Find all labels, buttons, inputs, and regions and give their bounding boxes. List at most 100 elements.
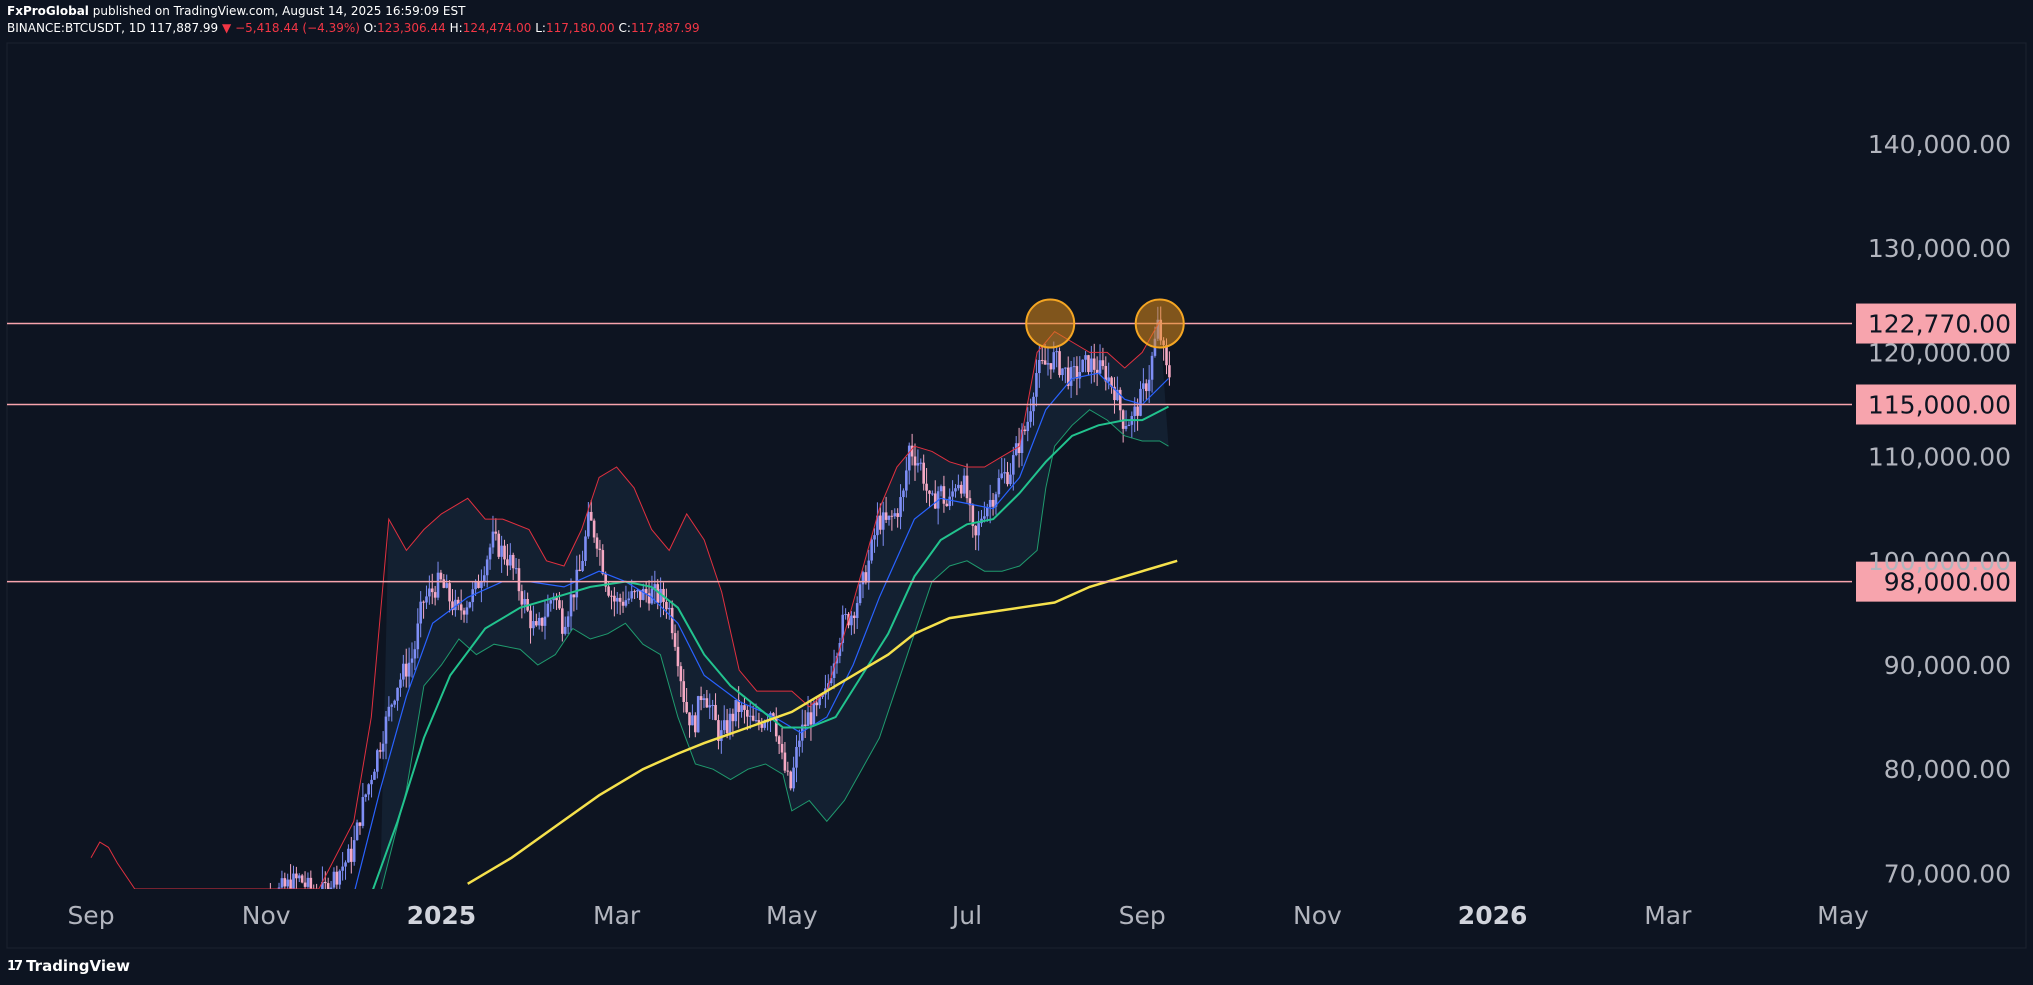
candle-body	[665, 601, 668, 610]
candle-body	[907, 445, 911, 471]
y-tick-label: 100,000.00	[1868, 547, 2011, 576]
candle-body	[829, 678, 833, 684]
candle-body	[957, 484, 960, 489]
candle-body	[280, 878, 284, 888]
candle-body	[448, 583, 451, 602]
candle-body	[800, 724, 804, 741]
candle-body	[809, 712, 813, 725]
candle-body	[653, 584, 657, 589]
candle-body	[864, 572, 868, 583]
level-price-tag	[1856, 561, 2016, 602]
candle-body	[407, 662, 411, 677]
candle-body	[393, 700, 396, 705]
y-tick-label: 110,000.00	[1868, 443, 2011, 472]
candle-body	[751, 715, 755, 721]
candle-body	[439, 572, 443, 580]
x-tick-label: Sep	[1119, 901, 1166, 930]
candle-body	[500, 545, 503, 557]
candle-body	[682, 681, 686, 703]
candle-body	[1147, 379, 1151, 392]
candle-body	[326, 883, 330, 889]
author-name[interactable]: FxProGlobal	[7, 4, 89, 18]
candle-body	[329, 887, 333, 889]
candle-body	[951, 491, 954, 497]
publish-info: FxProGlobal published on TradingView.com…	[7, 3, 465, 19]
candle-body	[543, 616, 547, 626]
candle-body	[627, 598, 631, 601]
candle-body	[855, 603, 859, 619]
candle-body	[1139, 388, 1142, 416]
close-value: 117,887.99	[630, 21, 700, 35]
candle-body	[899, 497, 902, 517]
high-label: H:	[449, 21, 463, 35]
candle-body	[968, 498, 972, 506]
candle-body	[587, 511, 590, 537]
candle-body	[376, 750, 379, 772]
candle-body	[1124, 426, 1128, 429]
candle-body	[390, 704, 394, 707]
y-tick-label: 80,000.00	[1884, 755, 2011, 784]
candle-body	[994, 494, 998, 507]
y-tick-label: 90,000.00	[1884, 651, 2011, 680]
candle-body	[555, 596, 558, 601]
candle-body	[1116, 389, 1119, 401]
candle-body	[884, 512, 888, 520]
candle-body	[1043, 360, 1047, 365]
candle-body	[931, 493, 934, 495]
candle-body	[404, 663, 408, 677]
candle-body	[480, 581, 483, 588]
candle-body	[355, 822, 359, 841]
candle-body	[1095, 369, 1099, 374]
candle-body	[772, 713, 775, 718]
candle-body	[688, 712, 691, 726]
candle-body	[870, 539, 873, 561]
candle-body	[696, 696, 700, 733]
candle-body	[740, 705, 743, 712]
candle-body	[757, 720, 761, 724]
candle-body	[445, 583, 448, 588]
y-tick-label: 140,000.00	[1868, 130, 2011, 159]
candle-body	[387, 706, 391, 717]
candle-body	[1020, 429, 1024, 454]
x-tick-label: 2026	[1458, 901, 1528, 930]
candle-body	[705, 698, 709, 708]
candle-body	[546, 603, 550, 617]
highlight-circle[interactable]	[1025, 298, 1076, 349]
candle-body	[983, 516, 986, 519]
candle-body	[965, 475, 969, 499]
candle-body	[954, 488, 957, 492]
candle-body	[289, 879, 292, 889]
candle-body	[1072, 366, 1076, 368]
candle-body	[1069, 367, 1073, 386]
candle-body	[520, 591, 524, 605]
level-price-tag	[1856, 384, 2016, 425]
candle-body	[644, 588, 648, 594]
candle-body	[613, 595, 616, 602]
candle-body	[806, 712, 810, 726]
tradingview-logo[interactable]: 17 TradingView	[7, 957, 130, 975]
highlight-circle[interactable]	[1134, 298, 1185, 349]
candle-body	[335, 871, 339, 885]
candle-body	[578, 569, 581, 571]
candle-body	[818, 696, 821, 706]
candle-body	[323, 881, 327, 884]
candle-body	[1006, 472, 1009, 485]
candle-body	[867, 560, 871, 583]
candle-body	[1066, 367, 1070, 386]
candle-body	[297, 875, 301, 879]
candle-body	[381, 743, 385, 752]
bollinger-upper-line	[90, 320, 1161, 889]
candle-body	[676, 646, 680, 667]
candle-body	[563, 626, 567, 634]
open-value: 123,306.44	[377, 21, 446, 35]
candle-body	[777, 736, 781, 744]
candle-body	[798, 740, 801, 747]
candle-body	[618, 597, 622, 602]
candle-body	[691, 715, 694, 726]
candle-body	[601, 550, 605, 574]
candle-body	[997, 478, 1001, 495]
candle-body	[659, 588, 662, 603]
candle-body	[569, 594, 573, 617]
candle-body	[754, 720, 758, 722]
